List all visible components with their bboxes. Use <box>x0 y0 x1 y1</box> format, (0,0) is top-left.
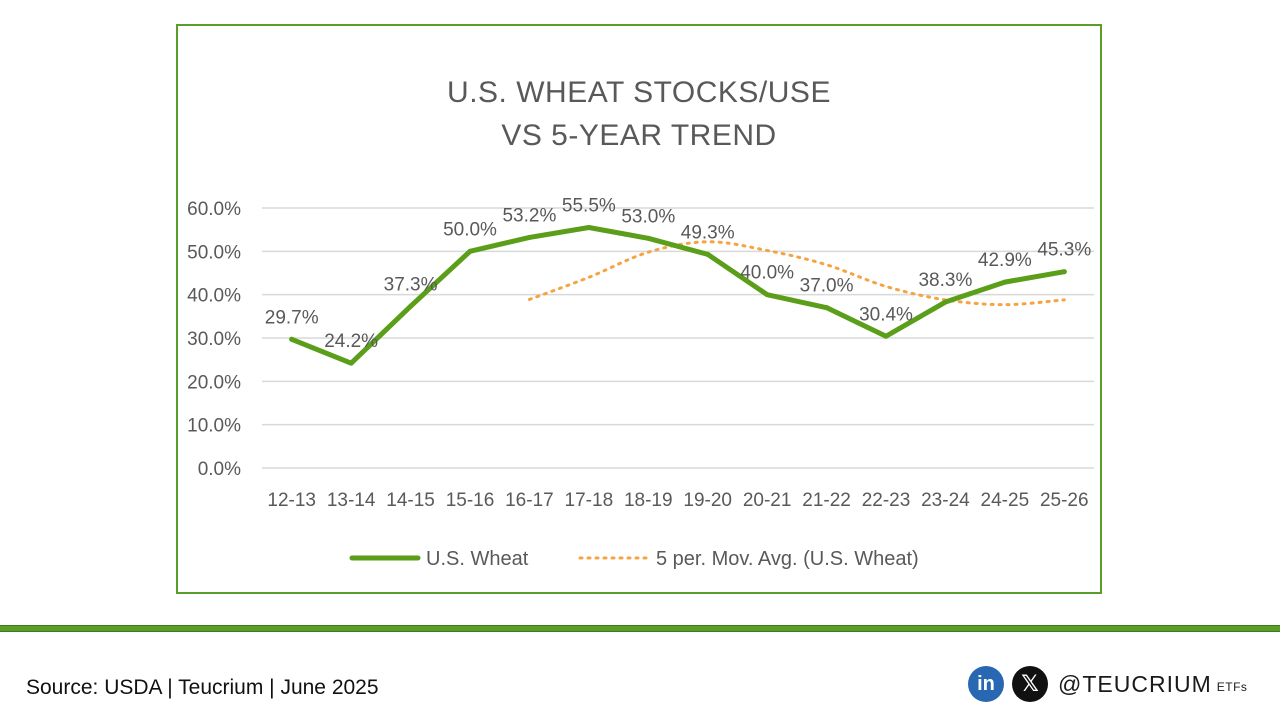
linkedin-icon[interactable]: in <box>968 666 1004 702</box>
x-tick-label: 19-20 <box>683 490 732 511</box>
wheat-data-point <box>348 360 354 366</box>
wheat-data-label: 30.4% <box>859 304 913 325</box>
wheat-data-point <box>764 292 770 298</box>
wheat-data-label: 37.3% <box>384 274 438 295</box>
wheat-data-point <box>1002 279 1008 285</box>
x-tick-label: 15-16 <box>446 490 495 511</box>
x-tick-label: 22-23 <box>862 490 911 511</box>
wheat-data-point <box>526 234 532 240</box>
wheat-series-line <box>289 225 1067 366</box>
wheat-data-point <box>408 303 414 309</box>
y-tick-label: 30.0% <box>187 329 241 350</box>
wheat-data-label: 53.0% <box>621 206 675 227</box>
wheat-data-point <box>586 225 592 230</box>
source-note: Source: USDA | Teucrium | June 2025 <box>26 676 379 699</box>
x-tick-label: 25-26 <box>1040 490 1089 511</box>
wheat-data-point <box>645 235 651 241</box>
chart-title-line-1: U.S. WHEAT STOCKS/USE <box>447 76 831 109</box>
x-tick-label: 17-18 <box>565 490 614 511</box>
x-icon[interactable]: 𝕏 <box>1012 666 1048 702</box>
wheat-data-point <box>942 299 948 305</box>
x-tick-label: 21-22 <box>802 490 851 511</box>
wheat-data-label: 42.9% <box>978 250 1032 271</box>
y-tick-label: 40.0% <box>187 286 241 307</box>
wheat-data-label: 24.2% <box>324 331 378 352</box>
y-tick-label: 60.0% <box>187 199 241 220</box>
x-tick-label: 18-19 <box>624 490 673 511</box>
wheat-data-label: 40.0% <box>740 263 794 284</box>
wheat-data-label: 53.2% <box>502 205 556 226</box>
x-tick-label: 13-14 <box>327 490 376 511</box>
moving-average-line <box>527 240 1066 307</box>
wheat-data-point <box>467 248 473 254</box>
wheat-data-point <box>1061 269 1067 275</box>
y-tick-label: 20.0% <box>187 372 241 393</box>
wheat-data-label: 49.3% <box>681 222 735 243</box>
wheat-data-label: 55.5% <box>562 196 616 217</box>
social-links: in 𝕏 @TEUCRIUM ETFs <box>968 664 1247 704</box>
wheat-data-label: 45.3% <box>1037 240 1091 261</box>
wheat-data-point <box>289 336 295 342</box>
y-tick-label: 10.0% <box>187 416 241 437</box>
wheat-data-point <box>705 251 711 257</box>
x-tick-label: 16-17 <box>505 490 554 511</box>
line-chart: 0.0% 10.0% 20.0% 30.0% 40.0% 50.0% 60.0% 12-13 1… <box>187 196 1094 570</box>
y-tick-label: 0.0% <box>198 459 241 480</box>
wheat-data-point <box>883 333 889 339</box>
x-tick-label: 23-24 <box>921 490 970 511</box>
wheat-data-label: 29.7% <box>265 307 319 328</box>
wheat-data-label: 38.3% <box>918 270 972 291</box>
y-tick-label: 50.0% <box>187 242 241 263</box>
wheat-data-label: 50.0% <box>443 219 497 240</box>
wheat-data-point <box>824 305 830 311</box>
chart-frame: U.S. WHEAT STOCKS/USE VS 5-YEAR TREND 0.… <box>176 24 1102 594</box>
x-tick-label: 20-21 <box>743 490 792 511</box>
x-tick-label: 14-15 <box>386 490 435 511</box>
teucrium-handle[interactable]: @TEUCRIUM <box>1058 670 1212 697</box>
legend-label-wheat: U.S. Wheat <box>426 548 529 570</box>
divider-bar <box>0 625 1280 632</box>
legend-label-moving-average: 5 per. Mov. Avg. (U.S. Wheat) <box>656 548 919 570</box>
wheat-data-label: 37.0% <box>800 276 854 297</box>
chart-title-line-2: VS 5-YEAR TREND <box>501 119 777 152</box>
teucrium-etfs-label: ETFs <box>1216 680 1248 694</box>
x-tick-label: 12-13 <box>267 490 316 511</box>
x-tick-label: 24-25 <box>981 490 1030 511</box>
